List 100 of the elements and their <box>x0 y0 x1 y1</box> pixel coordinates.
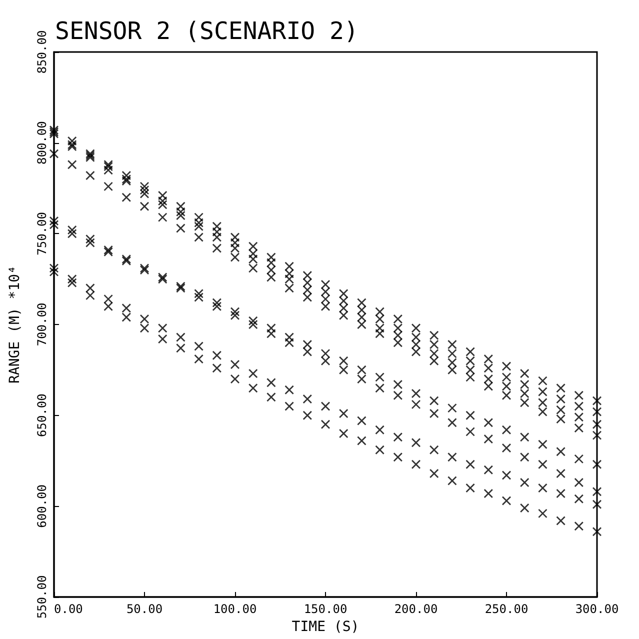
point <box>122 192 132 202</box>
x-tick-label: 0.00 <box>54 602 83 616</box>
point <box>248 368 258 378</box>
point <box>86 238 95 248</box>
point <box>538 440 548 450</box>
point <box>248 383 258 393</box>
chart-title: SENSOR 2 (SCENARIO 2) <box>55 17 358 45</box>
point <box>320 402 330 411</box>
point <box>86 150 95 160</box>
point <box>86 152 95 162</box>
point <box>429 396 439 406</box>
point <box>448 418 457 428</box>
point <box>592 460 602 470</box>
point <box>302 394 312 404</box>
point <box>574 521 584 531</box>
point <box>538 460 548 470</box>
y-tick-label: 750.00 <box>35 212 49 256</box>
point <box>448 452 457 462</box>
point <box>194 354 204 364</box>
point <box>49 267 59 277</box>
point <box>320 420 330 430</box>
point <box>448 403 457 413</box>
point <box>338 428 348 438</box>
point <box>194 342 204 351</box>
point <box>556 446 566 456</box>
point <box>448 476 457 486</box>
point <box>67 228 77 238</box>
point <box>484 488 494 498</box>
point <box>140 202 150 212</box>
point <box>86 234 95 244</box>
x-tick-label: 150.00 <box>304 602 348 616</box>
point <box>67 274 77 284</box>
point <box>230 374 240 384</box>
point <box>502 425 512 435</box>
y-tick-label: 650.00 <box>35 394 49 438</box>
x-tick-label: 100.00 <box>213 602 257 616</box>
point <box>194 288 204 298</box>
point <box>484 434 494 444</box>
point <box>574 454 584 464</box>
point <box>502 470 512 480</box>
point <box>104 162 113 172</box>
point <box>86 170 95 180</box>
point <box>592 486 602 496</box>
point <box>357 436 366 446</box>
point <box>338 408 348 418</box>
point <box>502 443 512 453</box>
point <box>176 224 186 233</box>
point <box>67 225 77 235</box>
point <box>284 402 294 411</box>
point <box>411 438 421 448</box>
x-tick-label: 250.00 <box>484 602 528 616</box>
point <box>484 418 494 428</box>
point <box>230 360 240 370</box>
point <box>230 307 240 316</box>
point <box>429 468 439 478</box>
point <box>466 483 475 493</box>
point <box>194 292 204 302</box>
point <box>49 263 59 273</box>
y-tick-label: 700.00 <box>35 302 49 346</box>
point <box>49 149 59 158</box>
point <box>158 212 168 222</box>
x-tick-label: 50.00 <box>126 602 163 616</box>
point <box>466 460 475 470</box>
point <box>230 310 240 320</box>
point <box>520 432 530 442</box>
y-tick-label: 550.00 <box>35 575 49 619</box>
point <box>556 468 566 478</box>
point <box>284 385 294 395</box>
point <box>248 320 258 330</box>
point <box>212 302 222 312</box>
y-tick-label: 600.00 <box>35 484 49 528</box>
point <box>556 516 566 526</box>
point <box>429 445 439 455</box>
point <box>484 465 494 475</box>
point <box>266 392 276 402</box>
x-axis-title: TIME (S) <box>292 618 360 635</box>
point <box>67 278 77 288</box>
point <box>466 410 475 420</box>
point <box>393 432 403 442</box>
x-tick-label: 300.00 <box>575 602 619 616</box>
point <box>574 494 584 504</box>
point <box>538 508 548 518</box>
point <box>520 452 530 462</box>
y-axis-title: RANGE (M) *10⁴ <box>7 265 23 384</box>
point <box>411 460 421 470</box>
point <box>49 220 59 230</box>
point <box>212 298 222 308</box>
point <box>212 350 222 360</box>
point <box>556 488 566 498</box>
x-tick-label: 200.00 <box>394 602 438 616</box>
point <box>212 363 222 373</box>
point <box>67 160 77 170</box>
point <box>592 500 602 510</box>
point <box>104 182 113 192</box>
point <box>248 316 258 326</box>
point <box>520 478 530 488</box>
point <box>266 378 276 388</box>
point <box>375 445 384 455</box>
point <box>49 216 59 226</box>
point <box>86 149 95 158</box>
